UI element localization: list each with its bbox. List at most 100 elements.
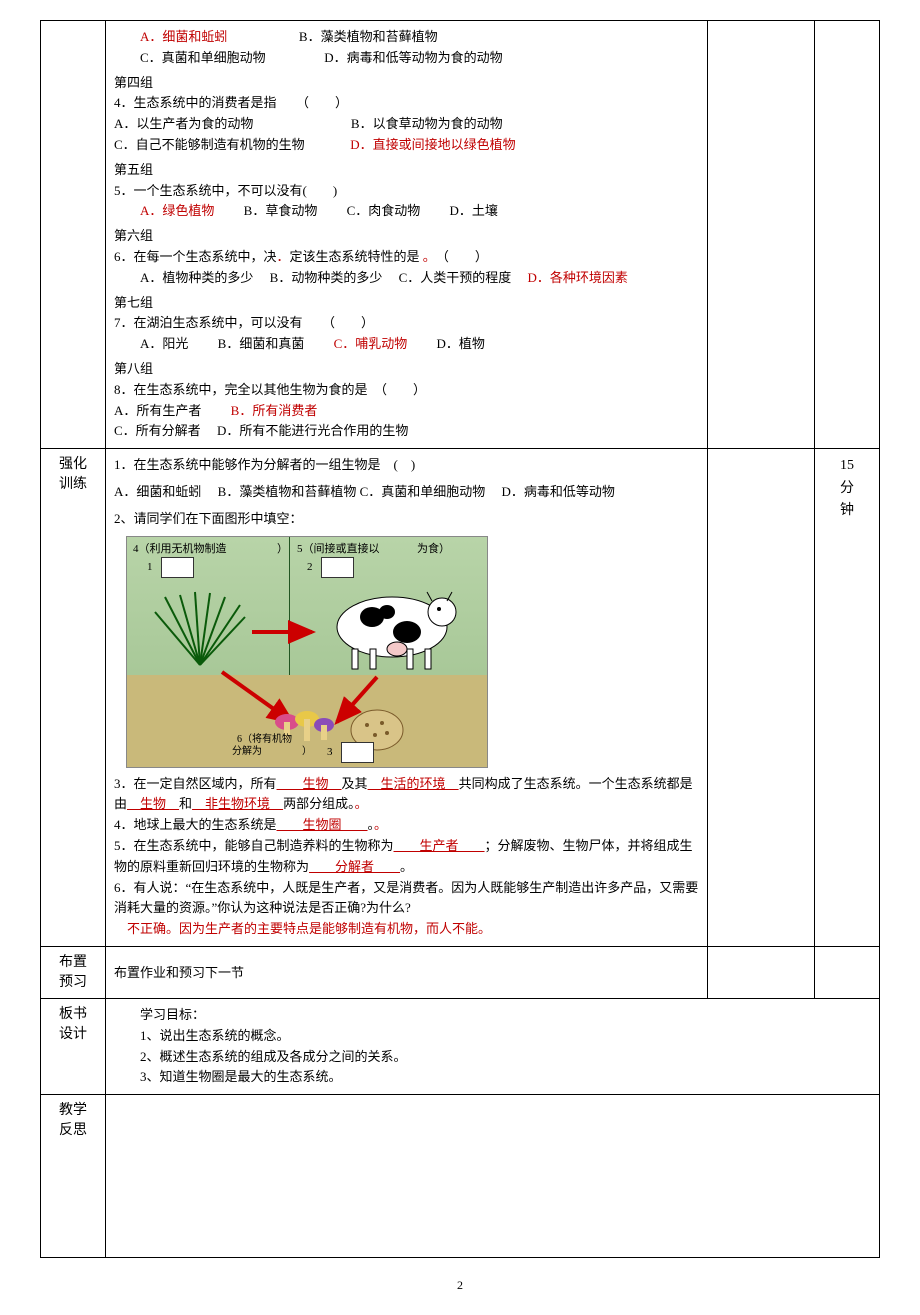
q7-opt-b: B．细菌和真菌 (218, 336, 305, 351)
row1-label-cell (41, 21, 106, 449)
row-reflect: 教学 反思 (41, 1095, 880, 1258)
q8-opt-a: A．所有生产者 (114, 403, 201, 418)
row2-notes (708, 449, 815, 947)
r2-q1-d: D．病毒和低等动物 (502, 484, 615, 499)
q4-opt-b: B．以食草动物为食的动物 (351, 116, 503, 131)
row2-time: 15 分 钟 (815, 449, 880, 947)
row-reinforce: 强化 训练 1．在生态系统中能够作为分解者的一组生物是 ( ) A．细菌和蚯蚓 … (41, 449, 880, 947)
r2-q1: 1．在生态系统中能够作为分解者的一组生物是 ( ) (114, 455, 699, 476)
group7-heading: 第七组 (114, 293, 699, 314)
row4-label: 板书 设计 (41, 999, 106, 1095)
q6-stem-post: （ ） (429, 249, 488, 264)
q4-opt-a: A．以生产者为食的动物 (114, 116, 253, 131)
q5-stem: 5．一个生态系统中，不可以没有( ) (114, 181, 699, 202)
q6-stem-mid: 定该生态系统特性的是 (290, 249, 423, 264)
row1-time (815, 21, 880, 449)
row5-label-l2: 反思 (49, 1121, 97, 1141)
r2-q5-u2: 分解者 (309, 859, 400, 874)
r2-q3-u3: 生物 (127, 796, 179, 811)
row1-content: A．细菌和蚯蚓 B．藻类植物和苔藓植物 C．真菌和单细胞动物 D．病毒和低等动物… (106, 21, 708, 449)
r2-q2: 2、请同学们在下面图形中填空： (114, 509, 699, 530)
r2-q3-dot: 。 (355, 796, 368, 811)
q3-opt-a: A．细菌和蚯蚓 (140, 29, 227, 44)
row3-content-text: 布置作业和预习下一节 (114, 963, 699, 984)
row1-notes (708, 21, 815, 449)
row2-label: 强化 训练 (41, 449, 106, 947)
q8-stem: 8．在生态系统中，完全以其他生物为食的是 （ ） (114, 380, 699, 401)
q3-opt-d: D．病毒和低等动物为食的动物 (324, 50, 502, 65)
lesson-plan-table: A．细菌和蚯蚓 B．藻类植物和苔藓植物 C．真菌和单细胞动物 D．病毒和低等动物… (40, 20, 880, 1258)
row-homework: 布置 预习 布置作业和预习下一节 (41, 946, 880, 998)
grass-icon (145, 587, 255, 667)
q6-opt-b: B．动物种类的多少 (270, 270, 383, 285)
d-text-4a: 4（利用无机物制造 (133, 541, 227, 559)
q6-stem: 6．在每一个生态系统中，决．定该生态系统特性的是 。 （ ） (114, 247, 699, 268)
row2-time-l1: 15 (823, 455, 871, 477)
d-text-6c: ） (302, 744, 312, 760)
r2-q5: 5．在生态系统中，能够自己制造养料的生物称为 生产者 ；分解废物、生物尸体，并将… (114, 836, 699, 878)
row5-content (106, 1095, 880, 1258)
row2-time-l3: 钟 (823, 500, 871, 522)
row5-label-l1: 教学 (49, 1101, 97, 1121)
q5-opt-b: B．草食动物 (244, 203, 318, 218)
row3-label: 布置 预习 (41, 946, 106, 998)
cow-icon (312, 577, 462, 672)
q7-opt-c: C．哺乳动物 (334, 336, 408, 351)
r2-q4: 4．地球上最大的生态系统是 生物圈 。。 (114, 815, 699, 836)
q5-opt-a: A．绿色植物 (140, 203, 214, 218)
row4-l4: 3、知道生物圈是最大的生态系统。 (114, 1067, 871, 1088)
r2-q3-b: 及其 (342, 776, 368, 791)
q6-opt-c: C．人类干预的程度 (399, 270, 512, 285)
row2-content: 1．在生态系统中能够作为分解者的一组生物是 ( ) A．细菌和蚯蚓 B．藻类植物… (106, 449, 708, 947)
d-num-2: 2 (307, 559, 313, 577)
r2-q4-u1: 生物圈 (277, 817, 368, 832)
q3-opt-b: B．藻类植物和苔藓植物 (299, 29, 438, 44)
group4-heading: 第四组 (114, 73, 699, 94)
r2-q1-a: A．细菌和蚯蚓 (114, 484, 201, 499)
row3-time (815, 946, 880, 998)
r2-q1-c: C．真菌和单细胞动物 (360, 484, 486, 499)
ecosystem-diagram: 4（利用无机物制造 ） 5（间接或直接以 为食） 1 2 (126, 536, 488, 768)
row4-l1: 学习目标： (114, 1005, 871, 1026)
d-text-4b: ） (277, 541, 288, 559)
r2-q3: 3．在一定自然区域内，所有 生物 及其 生活的环境 共同构成了生态系统。一个生态… (114, 774, 699, 816)
r2-q6: 6．有人说：“在生态系统中，人既是生产者，又是消费者。因为人既能够生产制造出许多… (114, 878, 699, 920)
q4-opt-d: D．直接或间接地以绿色植物 (350, 137, 515, 152)
q5-opt-d: D．土壤 (450, 203, 498, 218)
r2-q5-c: 。 (400, 859, 413, 874)
d-box-2 (321, 557, 354, 579)
r2-q6-ans: 不正确。因为生产者的主要特点是能够制造有机物，而人不能。 (114, 919, 699, 940)
r2-q3-a: 3．在一定自然区域内，所有 (114, 776, 277, 791)
d-text-6b: 分解为 (232, 744, 262, 760)
q6-stem-dot: ． (277, 249, 290, 264)
row4-l3: 2、概述生态系统的组成及各成分之间的关系。 (114, 1047, 871, 1068)
r2-q4-a: 4．地球上最大的生态系统是 (114, 817, 277, 832)
q6-opt-a: A．植物种类的多少 (140, 270, 253, 285)
r2-q3-u1: 生物 (277, 776, 342, 791)
group5-heading: 第五组 (114, 160, 699, 181)
d-divider (289, 537, 290, 675)
q8-opt-d: D．所有不能进行光合作用的生物 (217, 423, 408, 438)
row3-label-l1: 布置 (49, 953, 97, 973)
row4-l2: 1、说出生态系统的概念。 (114, 1026, 871, 1047)
q7-opt-d: D．植物 (437, 336, 485, 351)
row4-content: 学习目标： 1、说出生态系统的概念。 2、概述生态系统的组成及各成分之间的关系。… (106, 999, 880, 1095)
group8-heading: 第八组 (114, 359, 699, 380)
q4-opt-c: C．自己不能够制造有机物的生物 (114, 137, 305, 152)
d-box-1 (161, 557, 194, 579)
q7-opt-a: A．阳光 (140, 336, 188, 351)
q7-stem: 7．在湖泊生态系统中，可以没有 （ ） (114, 313, 699, 334)
r2-q3-e: 两部分组成。 (283, 796, 355, 811)
row4-label-l1: 板书 (49, 1005, 97, 1025)
row-board: 板书 设计 学习目标： 1、说出生态系统的概念。 2、概述生态系统的组成及各成分… (41, 999, 880, 1095)
r2-q4-dot: 。 (374, 817, 387, 832)
page-number: 2 (40, 1276, 880, 1295)
row3-notes (708, 946, 815, 998)
q6-opt-d: D．各种环境因素 (528, 270, 628, 285)
d-num-1: 1 (147, 559, 153, 577)
row5-label: 教学 反思 (41, 1095, 106, 1258)
q4-stem: 4．生态系统中的消费者是指 （ ） (114, 93, 699, 114)
d-text-5a: 5（间接或直接以 (297, 541, 380, 559)
q3-opt-c: C．真菌和单细胞动物 (140, 50, 266, 65)
row3-label-l2: 预习 (49, 973, 97, 993)
